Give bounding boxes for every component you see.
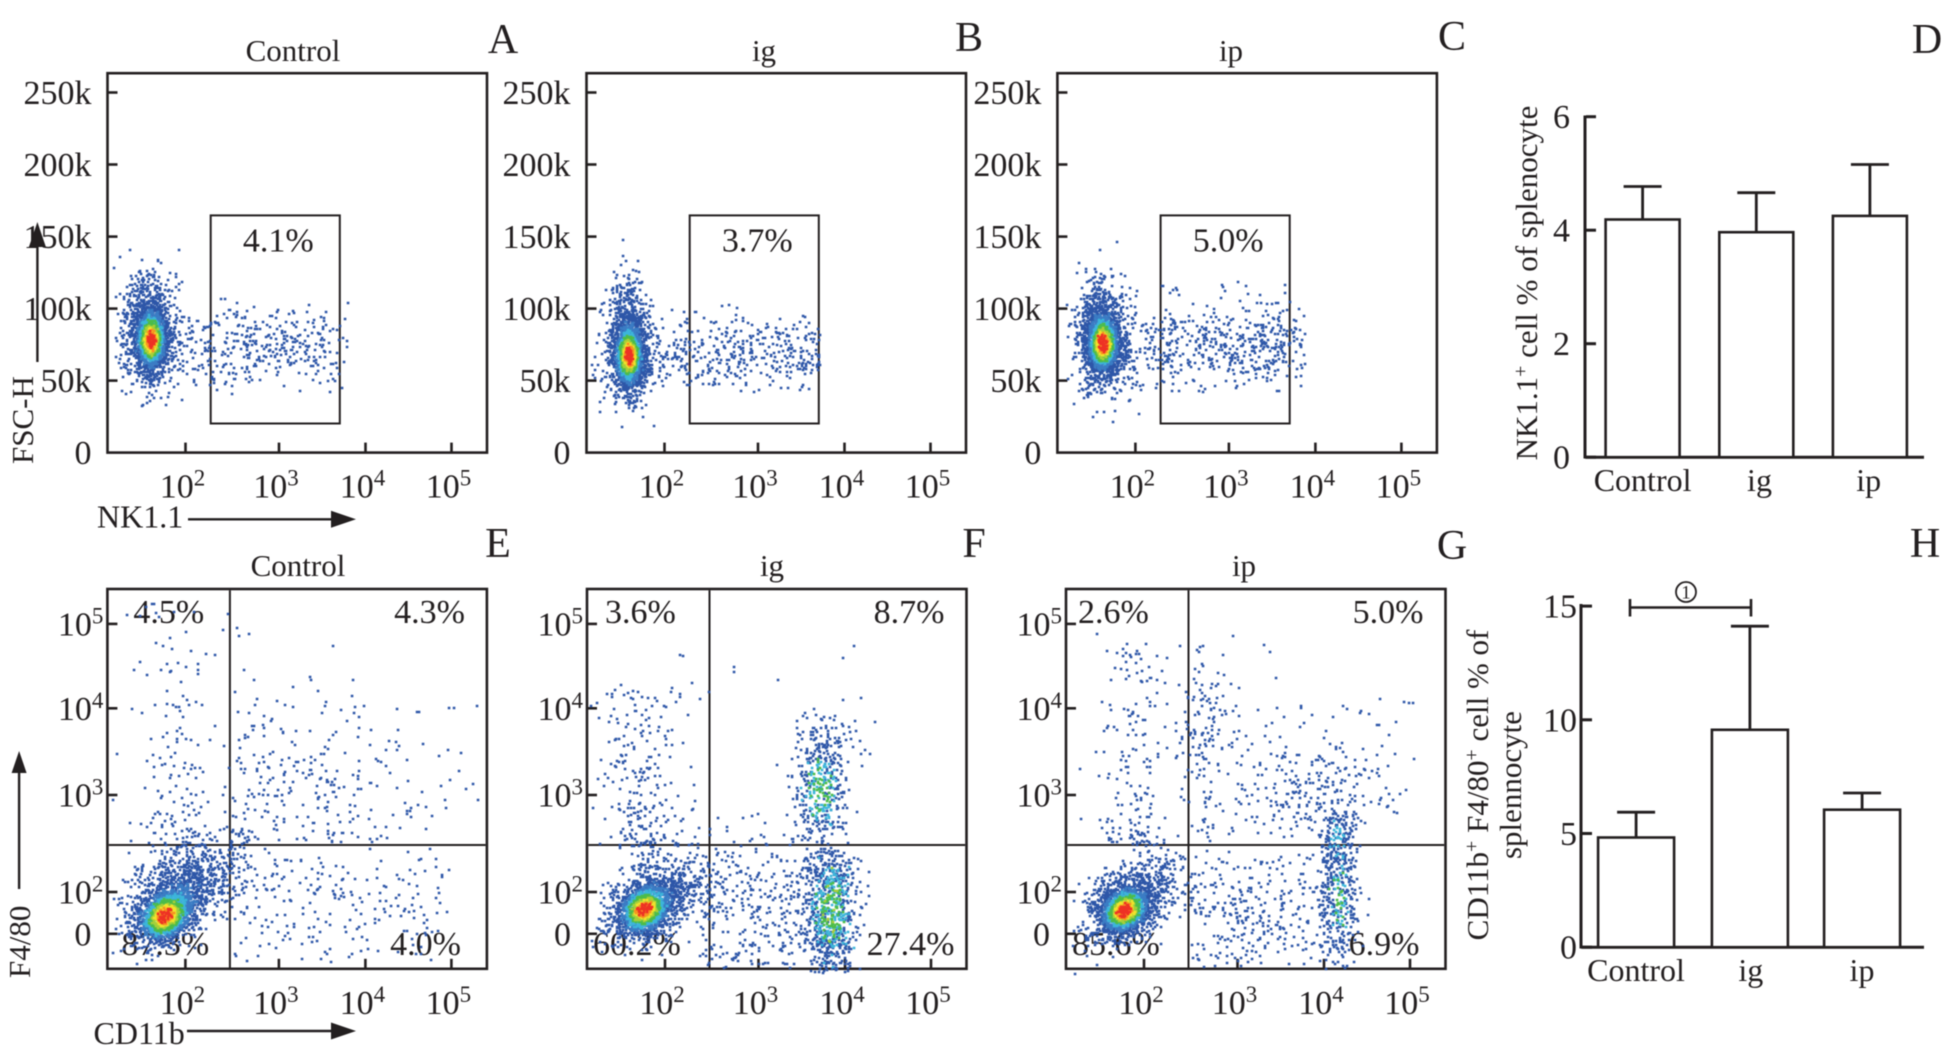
svg-text:0: 0 <box>1560 930 1577 967</box>
svg-text:2.6%: 2.6% <box>1078 594 1149 631</box>
svg-text:8.7%: 8.7% <box>874 594 945 631</box>
svg-text:D: D <box>1912 17 1942 63</box>
svg-text:0: 0 <box>74 916 91 953</box>
svg-text:ip: ip <box>1856 462 1881 498</box>
svg-text:50k: 50k <box>990 363 1041 400</box>
svg-text:4.0%: 4.0% <box>390 926 461 963</box>
svg-text:0: 0 <box>554 916 571 953</box>
svg-text:Control: Control <box>246 33 341 68</box>
svg-text:NK1.1+ cell % of splenocyte: NK1.1+ cell % of splenocyte <box>1509 106 1544 461</box>
svg-text:ig: ig <box>752 33 776 68</box>
svg-text:B: B <box>955 15 983 61</box>
svg-text:104: 104 <box>1290 466 1336 506</box>
svg-text:105: 105 <box>905 982 951 1022</box>
svg-text:H: H <box>1910 521 1940 567</box>
svg-text:CD11b+ F4/80+ cell % of: CD11b+ F4/80+ cell % of <box>1460 629 1495 940</box>
svg-text:100k: 100k <box>24 291 92 328</box>
svg-text:ip: ip <box>1850 952 1875 988</box>
svg-text:104: 104 <box>1298 982 1344 1022</box>
svg-text:3.6%: 3.6% <box>605 594 676 631</box>
svg-text:250k: 250k <box>24 75 92 112</box>
svg-text:4.3%: 4.3% <box>394 594 465 631</box>
svg-text:F: F <box>962 521 985 567</box>
svg-text:250k: 250k <box>973 75 1041 112</box>
svg-text:200k: 200k <box>24 147 92 184</box>
svg-text:0: 0 <box>1553 440 1570 477</box>
svg-text:0: 0 <box>1033 916 1050 953</box>
svg-text:ig: ig <box>1738 952 1763 988</box>
svg-text:F4/80: F4/80 <box>2 906 37 978</box>
svg-text:150k: 150k <box>973 219 1041 256</box>
svg-text:3.7%: 3.7% <box>722 222 793 259</box>
svg-text:Control: Control <box>251 548 346 583</box>
svg-text:100k: 100k <box>973 291 1041 328</box>
svg-text:104: 104 <box>819 982 865 1022</box>
svg-text:splennocyte: splennocyte <box>1493 711 1528 859</box>
svg-text:Control: Control <box>1587 952 1685 988</box>
svg-text:5.0%: 5.0% <box>1193 222 1264 259</box>
svg-text:6.9%: 6.9% <box>1349 926 1420 963</box>
svg-text:5.0%: 5.0% <box>1353 594 1424 631</box>
svg-text:4.1%: 4.1% <box>243 222 314 259</box>
svg-text:Control: Control <box>1594 462 1692 498</box>
svg-text:G: G <box>1437 523 1467 569</box>
svg-text:6: 6 <box>1553 99 1570 136</box>
svg-text:E: E <box>485 521 511 567</box>
svg-text:250k: 250k <box>503 75 571 112</box>
svg-text:ig: ig <box>1747 462 1772 498</box>
svg-text:FSC-H: FSC-H <box>5 376 40 464</box>
svg-text:A: A <box>488 17 519 63</box>
svg-text:200k: 200k <box>973 147 1041 184</box>
svg-text:50k: 50k <box>520 363 571 400</box>
svg-text:5: 5 <box>1560 816 1577 853</box>
svg-text:50k: 50k <box>41 363 92 400</box>
svg-text:4.5%: 4.5% <box>133 594 204 631</box>
svg-text:2: 2 <box>1553 326 1570 363</box>
svg-text:ip: ip <box>1219 33 1243 68</box>
svg-text:4: 4 <box>1553 213 1570 250</box>
svg-text:27.4%: 27.4% <box>867 926 955 963</box>
svg-text:CD11b: CD11b <box>94 1015 185 1051</box>
svg-text:10: 10 <box>1543 702 1577 739</box>
svg-text:100k: 100k <box>503 291 571 328</box>
svg-text:0: 0 <box>1024 435 1041 472</box>
svg-text:ig: ig <box>760 548 784 583</box>
svg-text:150k: 150k <box>503 219 571 256</box>
svg-text:0: 0 <box>554 435 571 472</box>
svg-text:1: 1 <box>1681 583 1691 604</box>
svg-text:NK1.1: NK1.1 <box>97 499 183 535</box>
svg-text:200k: 200k <box>503 147 571 184</box>
svg-text:15: 15 <box>1543 589 1577 626</box>
svg-text:C: C <box>1438 14 1466 60</box>
svg-text:ip: ip <box>1232 548 1256 583</box>
svg-text:0: 0 <box>75 435 92 472</box>
